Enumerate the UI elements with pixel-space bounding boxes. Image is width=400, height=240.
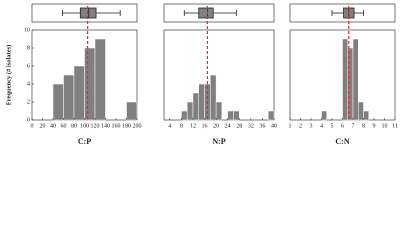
x-tick-label: 4 [320,123,323,129]
x-tick-label: 180 [122,123,131,129]
bar [94,38,106,121]
bar [73,65,85,121]
x-tick-label: 40 [271,123,277,129]
x-tick-label: 8 [362,123,365,129]
bar [210,74,217,121]
x-tick-label: 6 [341,123,344,129]
bar [126,101,138,121]
x-tick-label: 20 [213,123,219,129]
box-frame [163,3,275,23]
x-tick-label: 200 [133,123,142,129]
chart: 0 20 40 60 80 100 120 140 160 180 2000246810C:PFre… [5,3,398,146]
x-tick-label: 100 [80,123,89,129]
box-frame [31,3,138,23]
bar [63,74,75,121]
y-tick-label: 2 [27,99,30,105]
x-tick-label: 9 [373,123,376,129]
bar [321,110,327,121]
x-tick-label: 80 [71,123,77,129]
bar [233,110,240,121]
x-tick-label: 120 [91,123,100,129]
y-axis-title: Frequency (# isolates) [5,45,12,106]
x-tick-label: 12 [190,123,196,129]
x-tick-label: 8 [180,123,183,129]
x-tick-label: 5 [331,123,334,129]
x-tick-label: 140 [101,123,110,129]
x-tick-label: 4 [168,123,171,129]
bar [352,38,359,121]
x-tick-label: 1 [289,123,292,129]
bar [358,101,364,121]
x-tick-label: 60 [61,123,67,129]
bar [267,110,275,121]
bar [52,83,64,121]
bar [227,110,234,121]
bar [363,110,369,121]
x-tick-label: 28 [236,123,242,129]
x-tick-label: 40 [50,123,56,129]
x-tick-label: 160 [112,123,121,129]
y-tick-label: 6 [27,63,30,69]
x-tick-label: 2 [299,123,302,129]
x-tick-label: 24 [225,123,231,129]
x-tick-label: 32 [248,123,254,129]
x-tick-label: 11 [392,123,398,129]
y-tick-label: 10 [24,27,30,33]
y-tick-label: 0 [27,117,30,123]
x-tick-label: 10 [382,123,388,129]
x-axis-title: N:P [212,137,225,146]
x-axis-title: C:P [78,137,91,146]
box-frame [289,3,396,23]
bar [192,92,199,121]
bar [84,47,96,121]
x-tick-label: 7 [352,123,355,129]
x-tick-label: 16 [202,123,208,129]
bar [342,38,348,121]
x-tick-label: 0 [31,123,34,129]
y-tick-label: 4 [27,81,30,87]
bar [181,110,188,121]
bar [186,101,194,121]
x-tick-label: 20 [40,123,46,129]
x-axis-title: C:N [335,137,349,146]
x-tick-label: 36 [259,123,265,129]
y-tick-label: 8 [27,45,30,51]
x-tick-label: 3 [310,123,313,129]
bar [198,83,205,121]
box [198,7,214,19]
bar [215,101,223,121]
